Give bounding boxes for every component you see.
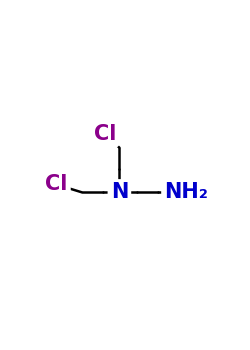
Text: Cl: Cl <box>94 124 116 144</box>
Text: NH₂: NH₂ <box>164 182 208 202</box>
Text: Cl: Cl <box>45 175 68 195</box>
Text: N: N <box>111 182 128 202</box>
